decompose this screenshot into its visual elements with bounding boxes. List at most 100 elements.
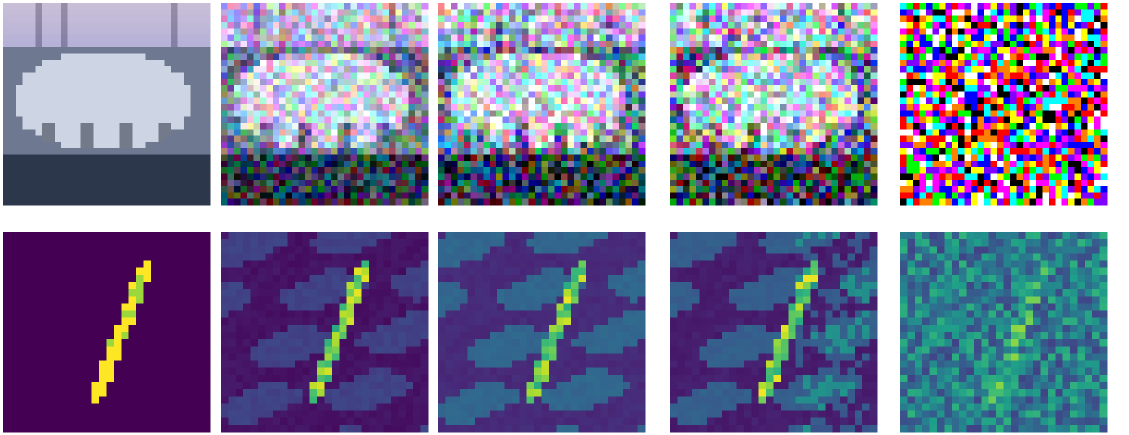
pixel (444, 91, 451, 98)
pixel (100, 54, 107, 61)
pixel (55, 110, 62, 117)
pixel (158, 79, 165, 86)
pixel (1088, 123, 1095, 130)
pixel (626, 47, 633, 54)
pixel (409, 79, 416, 86)
pixel (464, 9, 471, 16)
pixel (548, 47, 555, 54)
pixel (670, 155, 677, 162)
pixel (825, 104, 832, 111)
pixel (509, 136, 516, 143)
pixel (1029, 148, 1036, 155)
pixel (158, 186, 165, 193)
pixel (331, 117, 338, 124)
page: {} html, body { margin: 0; padding: 0; b… (0, 0, 1129, 435)
pixel (971, 117, 978, 124)
pixel (774, 72, 781, 79)
pixel (42, 41, 49, 48)
pixel (389, 161, 396, 168)
pixel (696, 110, 703, 117)
pixel (858, 173, 865, 180)
pixel (490, 161, 497, 168)
pixel (900, 104, 907, 111)
pixel (1029, 155, 1036, 162)
pixel (389, 98, 396, 105)
pixel (606, 192, 613, 199)
pixel (991, 123, 998, 130)
pixel (490, 54, 497, 61)
pixel (16, 136, 23, 143)
pixel (55, 85, 62, 92)
pixel (253, 173, 260, 180)
pixel (709, 66, 716, 73)
pixel (325, 110, 332, 117)
pixel (325, 123, 332, 130)
pixel (350, 91, 357, 98)
pixel (286, 22, 293, 29)
pixel (357, 54, 364, 61)
pixel (451, 110, 458, 117)
pixel (325, 117, 332, 124)
pixel (806, 85, 813, 92)
pixel (819, 173, 826, 180)
pixel (619, 72, 626, 79)
pixel (632, 28, 639, 35)
pixel (496, 129, 503, 136)
pixel (858, 22, 865, 29)
pixel (786, 167, 793, 174)
pixel (871, 79, 878, 86)
pixel (1036, 142, 1043, 149)
pixel (587, 110, 594, 117)
pixel (483, 161, 490, 168)
pixel (3, 161, 10, 168)
pixel (812, 155, 819, 162)
pixel (696, 167, 703, 174)
pixel (1010, 41, 1017, 48)
pixel (415, 123, 422, 130)
pixel (806, 186, 813, 193)
pixel (139, 91, 146, 98)
pixel (952, 91, 959, 98)
pixel (509, 28, 516, 35)
pixel (22, 148, 29, 155)
pixel (1075, 91, 1082, 98)
pixel (337, 91, 344, 98)
pixel (1042, 22, 1049, 29)
pixel (197, 192, 204, 199)
pixel (619, 66, 626, 73)
pixel (1088, 173, 1095, 180)
pixel (107, 85, 114, 92)
pixel (926, 79, 933, 86)
pixel (574, 117, 581, 124)
pixel (357, 142, 364, 149)
pixel (767, 148, 774, 155)
pixel (683, 180, 690, 187)
pixel (113, 161, 120, 168)
pixel (483, 9, 490, 16)
pixel (926, 123, 933, 130)
pixel (819, 54, 826, 61)
pixel (483, 85, 490, 92)
pixel (286, 47, 293, 54)
pixel (470, 66, 477, 73)
pixel (984, 41, 991, 48)
pixel (152, 3, 159, 10)
pixel (741, 148, 748, 155)
pixel (767, 129, 774, 136)
pixel (906, 110, 913, 117)
pixel (1055, 148, 1062, 155)
pixel (548, 180, 555, 187)
pixel (113, 186, 120, 193)
pixel (422, 161, 429, 168)
pixel (858, 41, 865, 48)
pixel (619, 199, 626, 206)
pixel (158, 3, 165, 10)
pixel (1075, 9, 1082, 16)
pixel (1049, 104, 1056, 111)
pixel (55, 47, 62, 54)
pixel (444, 28, 451, 35)
pixel (107, 35, 114, 42)
pixel (1004, 54, 1011, 61)
pixel (754, 129, 761, 136)
adversarial-image (670, 3, 877, 205)
